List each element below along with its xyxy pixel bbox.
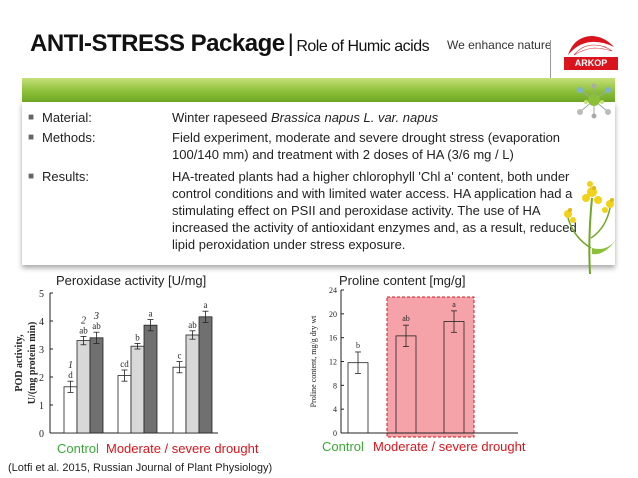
- info-value: HA-treated plants had a higher chlorophy…: [172, 169, 577, 252]
- y-tick-label: 24: [329, 286, 337, 295]
- chart2-control-label: Control: [322, 439, 364, 454]
- y-tick-label: 20: [329, 310, 337, 319]
- rapeseed-flower-icon: [564, 181, 616, 274]
- molecule-icon: [577, 83, 611, 119]
- significance-letter: cd: [120, 359, 129, 369]
- proline-chart: 0 4 8 12 16 20 24 Proline content, mg/g dry wt b…: [309, 286, 518, 438]
- info-value: Winter rapeseed Brassica napus L. var. n…: [172, 109, 592, 126]
- y-tick-label: 0: [39, 429, 44, 440]
- tagline: We enhance nature: [447, 38, 552, 52]
- significance-letter: a: [149, 309, 153, 319]
- chart2-drought-label: Moderate / severe drought: [373, 439, 526, 454]
- logo-text: ARKOP: [564, 57, 618, 70]
- significance-letter: b: [356, 341, 360, 350]
- citation: (Lotfi et al. 2015, Russian Journal of P…: [8, 462, 273, 474]
- y-axis-label: Proline content, mg/g dry wt: [309, 315, 318, 408]
- bullet-icon: ■: [28, 112, 35, 123]
- header-divider: [550, 40, 551, 80]
- bar: [76, 340, 91, 434]
- drought-highlight: [386, 296, 475, 438]
- significance-letter: b: [135, 332, 140, 342]
- bar: [172, 366, 187, 434]
- y-axis-label: POD activity,: [14, 334, 25, 392]
- bar: [63, 386, 78, 434]
- significance-letter: c: [178, 351, 182, 361]
- y-tick-label: 5: [39, 289, 44, 300]
- y-tick-label: 8: [333, 381, 337, 390]
- arkop-logo: ARKOP: [564, 33, 618, 71]
- title-separator: |: [287, 30, 294, 57]
- series-marker: 2: [81, 315, 86, 326]
- y-tick-label: 1: [39, 401, 44, 412]
- info-key: Material:: [42, 110, 92, 125]
- bar: [143, 324, 158, 434]
- y-tick-label: 16: [329, 334, 337, 343]
- chart1-drought-label: Moderate / severe drought: [106, 441, 259, 456]
- y-tick-label: 3: [39, 345, 44, 356]
- bar: [130, 345, 145, 434]
- y-tick-label: 12: [329, 358, 337, 367]
- bullet-icon: ■: [28, 132, 35, 143]
- material-value: Winter rapeseed: [172, 110, 271, 125]
- bar: [185, 334, 200, 434]
- title-subtitle: Role of Humic acids: [296, 38, 430, 55]
- green-banner: [22, 78, 615, 102]
- info-panel: ■ Material: Winter rapeseed Brassica nap…: [22, 102, 615, 265]
- significance-letter: ab: [402, 314, 410, 323]
- significance-letter: a: [204, 300, 208, 310]
- series-marker: 3: [93, 311, 99, 322]
- info-key: Results:: [42, 169, 89, 184]
- chart-title-proline: Proline content [mg/g]: [339, 273, 466, 288]
- significance-letter: ab: [79, 325, 88, 335]
- y-tick-label: 0: [333, 429, 337, 438]
- page-title: ANTI-STRESS Package | Role of Humic acids: [30, 30, 430, 58]
- significance-letter: ab: [92, 321, 101, 331]
- material-species: Brassica napus L. var. napus: [271, 110, 439, 125]
- chart1-control-label: Control: [57, 441, 99, 456]
- chart-title-peroxidase: Peroxidase activity [U/mg]: [56, 273, 207, 288]
- info-key: Methods:: [42, 130, 96, 145]
- bar: [198, 316, 213, 434]
- significance-letter: ab: [188, 320, 197, 330]
- logo-swoosh-icon: [568, 36, 614, 56]
- header: ANTI-STRESS Package | Role of Humic acids …: [0, 0, 638, 80]
- significance-letter: d: [68, 370, 73, 380]
- bullet-icon: ■: [28, 171, 35, 182]
- series-marker: 1: [68, 360, 73, 371]
- bar: [89, 337, 104, 434]
- y-axis-label: U/(mg protein min): [27, 322, 38, 405]
- significance-letter: a: [452, 300, 456, 309]
- title-main: ANTI-STRESS Package: [30, 30, 285, 57]
- y-tick-label: 4: [333, 405, 337, 414]
- info-value: Field experiment, moderate and severe dr…: [172, 130, 561, 162]
- bar: [117, 375, 132, 434]
- y-tick-label: 4: [39, 317, 44, 328]
- y-tick-label: 2: [39, 373, 44, 384]
